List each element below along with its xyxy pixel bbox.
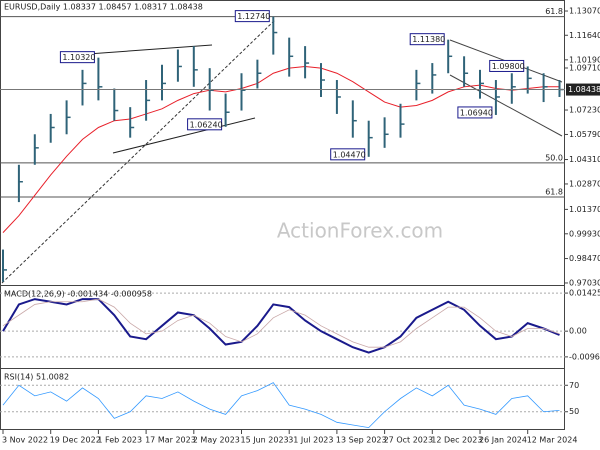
y-tick-label: -0.009617 bbox=[569, 352, 600, 361]
y-tick-label: 1.02870 bbox=[569, 179, 600, 188]
x-tick-label: 13 Sep 2023 bbox=[336, 436, 387, 445]
x-tick-label: 12 Mar 2024 bbox=[527, 436, 578, 445]
annotation-label: 1.06940 bbox=[460, 108, 493, 117]
y-tick-label: 1.04310 bbox=[569, 155, 600, 164]
x-tick-label: 17 Mar 2023 bbox=[145, 436, 196, 445]
x-tick-label: 12 Dec 2023 bbox=[431, 436, 482, 445]
annotation-label: 1.10320 bbox=[62, 53, 95, 62]
annotation-box bbox=[489, 59, 525, 72]
fib-label: 61.8 bbox=[545, 188, 563, 197]
annotation-label: 1.09800 bbox=[492, 62, 525, 71]
fib-label: 50.0 bbox=[545, 153, 563, 162]
annotation-box bbox=[59, 51, 95, 64]
panel-title: RSI(14) 51.0082 bbox=[4, 373, 69, 382]
x-tick-label: 1 Feb 2023 bbox=[97, 436, 142, 445]
y-tick-label: 0.014251 bbox=[569, 289, 600, 298]
y-tick-label: 1.10190 bbox=[569, 55, 600, 64]
moving-average bbox=[2, 65, 560, 233]
y-tick-label: 0.98470 bbox=[569, 254, 600, 263]
y-tick-label: 1.05790 bbox=[569, 130, 600, 139]
y-tick-label: 1.01370 bbox=[569, 205, 600, 214]
y-tick-label: 1.07230 bbox=[569, 106, 600, 115]
x-tick-label: 2 May 2023 bbox=[193, 436, 240, 445]
annotation-label: 1.12740 bbox=[237, 12, 270, 21]
x-tick-label: 3 Nov 2022 bbox=[2, 436, 48, 445]
channel-line bbox=[449, 74, 563, 137]
y-tick-label: 70 bbox=[569, 381, 579, 390]
channel-line bbox=[112, 117, 256, 154]
annotation-box bbox=[457, 106, 493, 119]
annotation-label: 1.04470 bbox=[333, 150, 366, 159]
y-tick-label: 1.11640 bbox=[569, 31, 600, 40]
x-tick-label: 15 Jun 2023 bbox=[241, 436, 289, 445]
panel-title: MACD(12,26,9) -0.001434 -0.000958 bbox=[4, 290, 152, 299]
y-tick-label: 0.00 bbox=[569, 327, 587, 336]
annotation-label: 1.06240 bbox=[190, 120, 223, 129]
y-tick-label: 50 bbox=[569, 407, 579, 416]
y-tick-label: 0.97030 bbox=[569, 278, 600, 287]
annotation-box bbox=[330, 148, 366, 161]
y-tick-label: 1.09710 bbox=[569, 63, 600, 72]
indicator-line bbox=[2, 298, 560, 354]
y-tick-label: 0.99930 bbox=[569, 229, 600, 238]
chart-title: EURUSD,Daily 1.08337 1.08457 1.08317 1.0… bbox=[4, 3, 203, 12]
y-tick-label: 1.13070 bbox=[569, 7, 600, 16]
x-tick-label: 31 Jul 2023 bbox=[288, 436, 333, 445]
annotation-box bbox=[187, 118, 223, 131]
current-price-label: 1.08438 bbox=[568, 85, 600, 94]
annotation-box bbox=[409, 33, 445, 46]
indicator-line bbox=[2, 298, 560, 348]
x-tick-label: 26 Jan 2024 bbox=[479, 436, 527, 445]
indicator-line bbox=[2, 382, 560, 429]
trend-line bbox=[1, 19, 276, 284]
current-price-box bbox=[566, 83, 600, 96]
watermark: ActionForex.com bbox=[277, 219, 443, 243]
annotation-label: 1.11380 bbox=[412, 35, 445, 44]
x-tick-label: 19 Dec 2022 bbox=[50, 436, 101, 445]
frame bbox=[0, 0, 565, 430]
annotation-box bbox=[234, 10, 270, 23]
fib-label: 61.8 bbox=[545, 7, 563, 16]
x-tick-label: 27 Oct 2023 bbox=[384, 436, 433, 445]
